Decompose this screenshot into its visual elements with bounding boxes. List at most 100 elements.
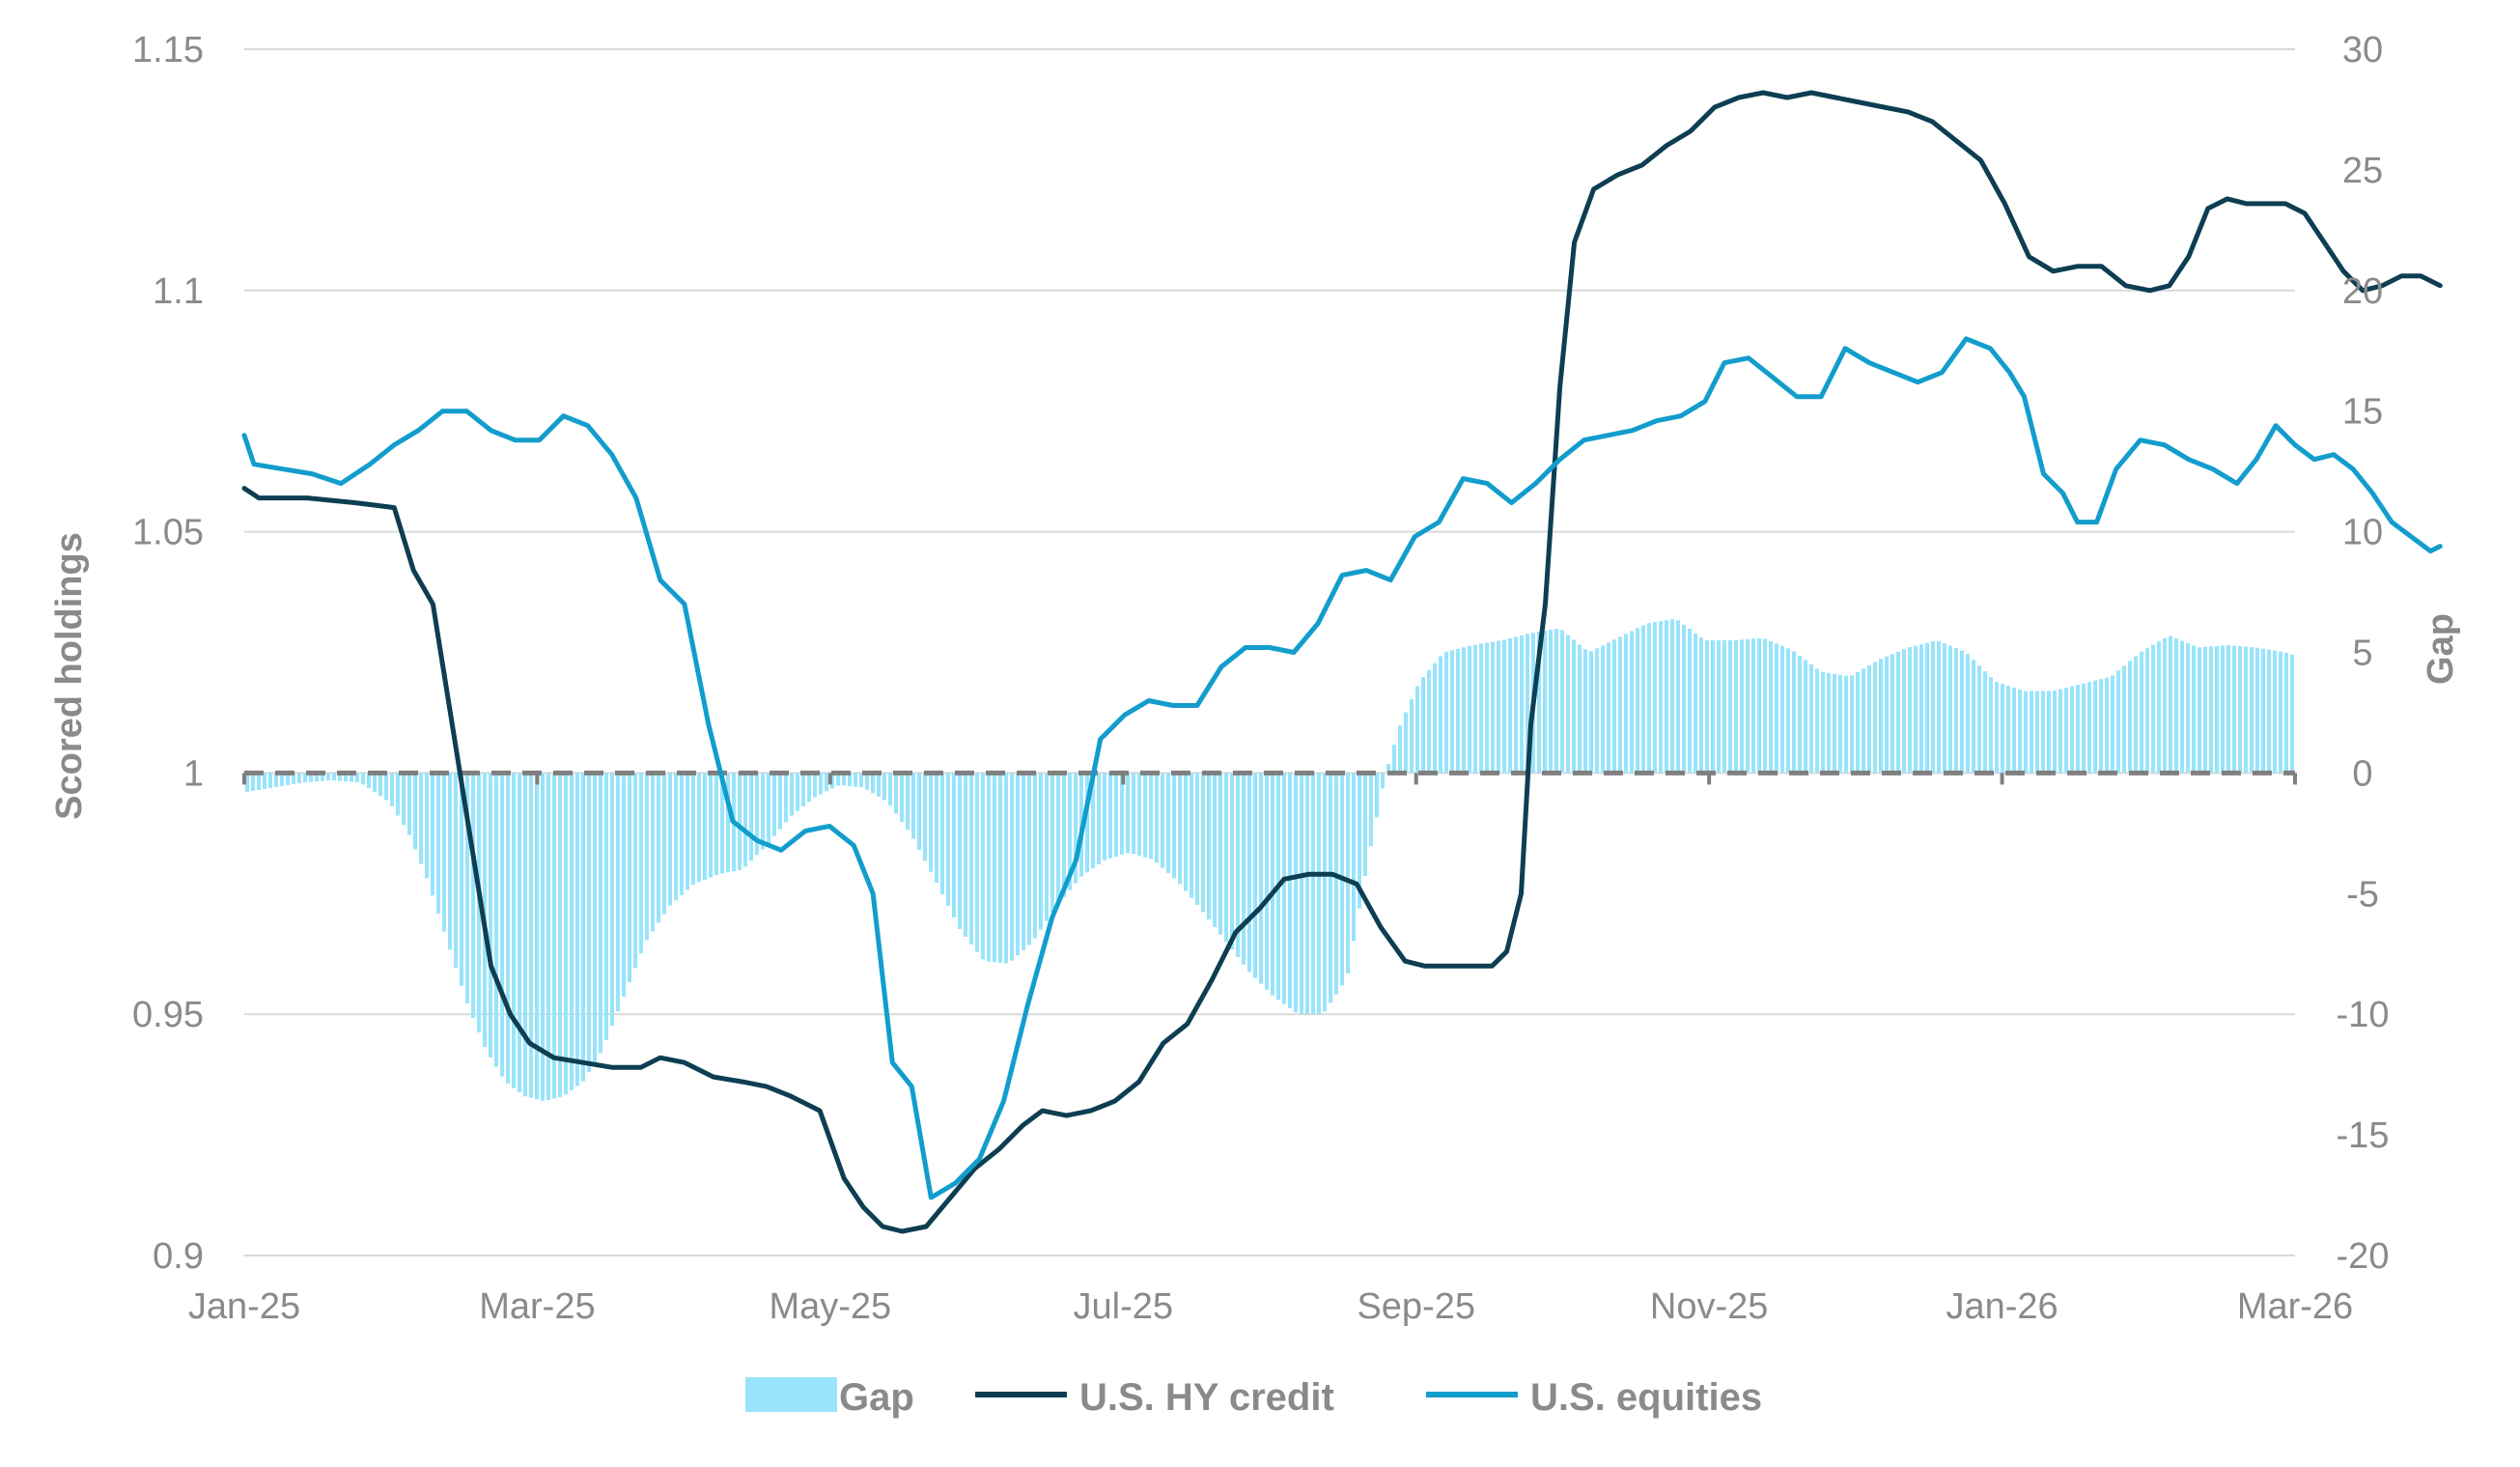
y-left-tick-label: 1.15	[132, 30, 204, 71]
gap-bar	[1682, 624, 1686, 774]
gap-bar	[1775, 643, 1778, 774]
gap-bar	[686, 773, 689, 890]
gap-bar	[506, 773, 510, 1085]
gap-bar	[512, 773, 516, 1088]
gap-bar	[1282, 773, 1286, 1004]
gap-bar	[1694, 633, 1697, 774]
gap-bar	[801, 773, 805, 807]
gap-bar	[1253, 773, 1257, 978]
gap-bar	[2226, 645, 2230, 774]
gap-bar	[639, 773, 643, 954]
gap-bar	[2157, 641, 2161, 774]
gap-bar	[1207, 773, 1211, 920]
gap-bar	[2082, 683, 2086, 774]
gap-bar	[1850, 675, 1854, 774]
gap-bar	[1948, 645, 1952, 774]
gap-bar	[1444, 651, 1448, 774]
gap-bar	[767, 773, 770, 843]
gap-bar	[396, 773, 400, 816]
gap-bar	[1172, 773, 1176, 879]
gap-bar	[964, 773, 967, 938]
gap-bar	[2076, 685, 2080, 774]
gap-bar	[1265, 773, 1269, 990]
gap-bar	[882, 773, 886, 801]
gap-bar	[871, 773, 875, 794]
gap-bar	[709, 773, 713, 878]
gap-bar	[1236, 773, 1240, 957]
gap-bar	[1589, 651, 1593, 774]
gap-bar	[1230, 773, 1234, 950]
gap-bar	[1329, 773, 1332, 1003]
gap-bar	[431, 773, 434, 896]
y-left-tick-label: 1	[183, 753, 204, 794]
gap-bar	[448, 773, 452, 950]
gap-bar	[1566, 635, 1570, 774]
gap-bar	[981, 773, 985, 960]
gap-bar	[2134, 656, 2138, 774]
gap-bar	[1676, 620, 1680, 774]
gap-bar	[1728, 640, 1732, 774]
gap-bar	[546, 773, 550, 1101]
gap-bar	[494, 773, 498, 1067]
gap-bar	[1062, 773, 1066, 897]
gap-bar	[587, 773, 591, 1072]
gap-bar	[917, 773, 921, 850]
gap-bar	[361, 773, 365, 785]
gap-bar	[1960, 650, 1964, 774]
gap-bar	[628, 773, 631, 983]
gap-bar	[1288, 773, 1292, 1008]
gap-bar	[1010, 773, 1014, 961]
legend-item-hy-credit: U.S. HY credit	[975, 1376, 1334, 1419]
gap-bar	[2186, 643, 2190, 774]
gap-bar	[935, 773, 938, 884]
gap-bar	[1844, 675, 1848, 774]
gap-bar	[923, 773, 927, 861]
gap-bar	[518, 773, 521, 1092]
gap-bar	[268, 773, 272, 788]
gap-bar	[1763, 638, 1767, 774]
gap-bar	[1184, 773, 1188, 891]
gap-bar	[350, 773, 353, 782]
gap-bar	[1427, 669, 1431, 774]
gap-bar	[1410, 699, 1414, 774]
gap-bar	[2093, 680, 2097, 774]
gap-bar	[419, 773, 423, 864]
gap-bar	[564, 773, 568, 1095]
gap-bar	[2261, 648, 2265, 774]
gap-bar	[836, 773, 840, 786]
y-right-tick-label: 5	[2352, 634, 2372, 674]
gap-bar	[1392, 745, 1396, 774]
gap-bar	[888, 773, 892, 806]
gap-bar	[1798, 655, 1802, 774]
gap-bar	[1879, 659, 1883, 774]
gap-bar	[1722, 640, 1726, 774]
gap-bar	[1827, 672, 1831, 774]
gap-bar	[378, 773, 382, 797]
gap-bar	[819, 773, 823, 795]
gap-bar	[1346, 773, 1350, 973]
gap-bar	[1751, 638, 1755, 774]
gap-bar	[1039, 773, 1043, 930]
gap-bar	[772, 773, 776, 836]
gap-bar	[436, 773, 440, 914]
gap-bar	[2163, 637, 2167, 774]
gap-bar	[998, 773, 1002, 963]
y-right-tick-label: -10	[2337, 995, 2390, 1035]
gap-bar	[1508, 637, 1512, 774]
y-right-tick-label: 0	[2352, 753, 2372, 794]
gap-bar	[523, 773, 527, 1097]
gap-bar	[616, 773, 620, 1012]
gap-bar	[570, 773, 574, 1090]
gap-bar	[1630, 631, 1634, 774]
gap-bar	[906, 773, 910, 831]
gap-bar	[1300, 773, 1303, 1015]
gap-bar	[2041, 691, 2045, 774]
gap-bar	[1919, 644, 1923, 774]
gap-bar	[1699, 637, 1703, 774]
gap-bar	[2180, 640, 2184, 774]
gap-bar	[1954, 648, 1958, 774]
gap-bar	[263, 773, 266, 789]
gap-bar	[367, 773, 371, 789]
gap-bar	[1601, 645, 1605, 774]
